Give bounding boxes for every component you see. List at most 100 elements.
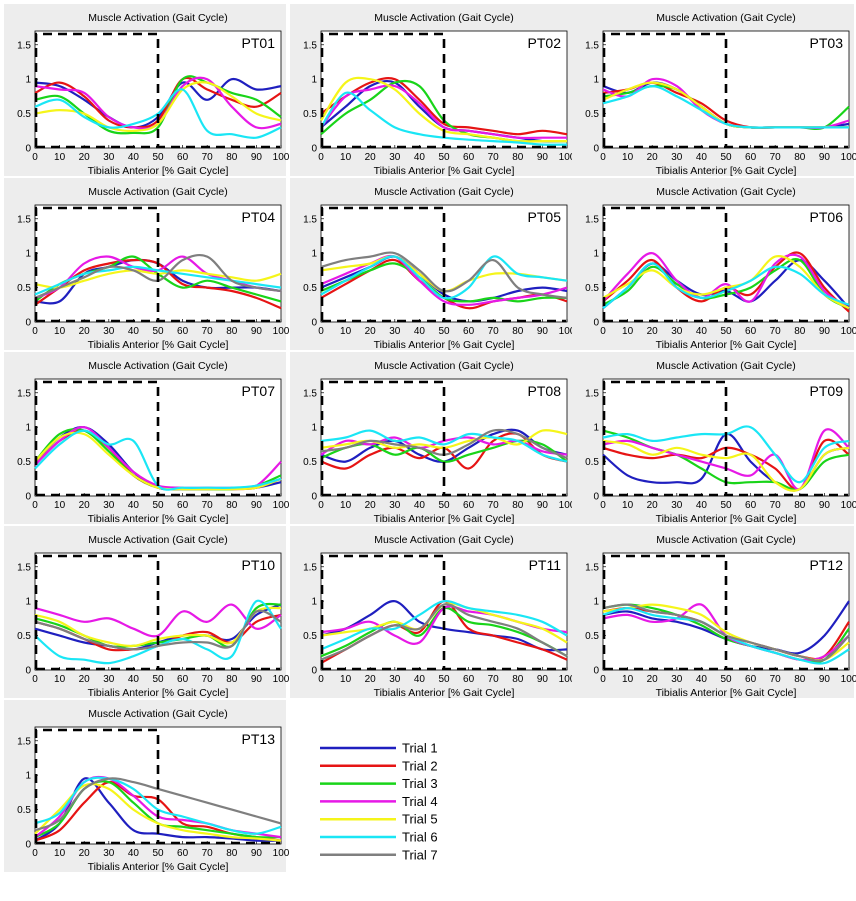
y-tick-label: 0 bbox=[311, 318, 317, 329]
x-tick-label: 50 bbox=[720, 326, 732, 337]
series-line-trial-5 bbox=[602, 439, 850, 492]
phase-box-stance bbox=[320, 32, 446, 147]
y-tick-label: 1 bbox=[311, 249, 317, 260]
x-axis-label: Tibialis Anterior [% Gait Cycle] bbox=[656, 513, 797, 525]
x-axis-label: Tibialis Anterior [% Gait Cycle] bbox=[88, 513, 229, 525]
y-tick-label: 1.5 bbox=[585, 214, 599, 225]
legend-item: Trial 6 bbox=[320, 830, 438, 845]
x-tick-label: 70 bbox=[202, 848, 214, 859]
panel-pt11: Muscle Activation (Gait Cycle)0 10 20 30 40 5… bbox=[290, 526, 576, 699]
x-tick-label: 70 bbox=[488, 500, 500, 511]
x-tick-label: 30 bbox=[103, 848, 115, 859]
panel-label: PT01 bbox=[242, 35, 276, 51]
panel-pt09: Muscle Activation (Gait Cycle)0 10 20 30 40 5… bbox=[572, 352, 856, 525]
panel-pt01: Muscle Activation (Gait Cycle)0 10 20 30 40 5… bbox=[4, 4, 290, 177]
series-line-trial-5 bbox=[602, 255, 850, 310]
x-tick-label: 40 bbox=[414, 500, 426, 511]
y-tick-label: 1 bbox=[25, 771, 31, 782]
x-tick-label: 60 bbox=[177, 500, 189, 511]
series-line-trial-6 bbox=[320, 599, 568, 651]
y-tick-label: 0.5 bbox=[585, 457, 599, 468]
x-tick-label: 80 bbox=[512, 674, 524, 685]
panel-label: PT05 bbox=[528, 209, 562, 225]
x-tick-label: 10 bbox=[54, 326, 66, 337]
y-tick-label: 0 bbox=[311, 666, 317, 677]
x-tick-label: 20 bbox=[365, 500, 377, 511]
y-tick-label: 0 bbox=[25, 840, 31, 851]
series-line-trial-4 bbox=[602, 252, 850, 310]
x-axis-label: Tibialis Anterior [% Gait Cycle] bbox=[88, 339, 229, 351]
x-tick-label: 40 bbox=[414, 152, 426, 163]
x-tick-label: 0 bbox=[318, 674, 324, 685]
x-tick-label: 0 bbox=[318, 152, 324, 163]
x-tick-label: 90 bbox=[819, 326, 831, 337]
x-tick-label: 40 bbox=[128, 848, 140, 859]
x-tick-label: 10 bbox=[340, 500, 352, 511]
panel-title: Muscle Activation (Gait Cycle) bbox=[374, 12, 513, 24]
x-tick-label: 0 bbox=[32, 500, 38, 511]
x-tick-label: 50 bbox=[720, 152, 732, 163]
legend-label: Trial 4 bbox=[402, 794, 438, 809]
panel-title: Muscle Activation (Gait Cycle) bbox=[374, 534, 513, 546]
plot-area bbox=[34, 378, 282, 497]
x-axis-label: Tibialis Anterior [% Gait Cycle] bbox=[374, 339, 515, 351]
x-tick-label: 80 bbox=[794, 152, 806, 163]
panel-label: PT11 bbox=[529, 557, 562, 573]
y-tick-label: 0.5 bbox=[17, 631, 31, 642]
x-tick-label: 40 bbox=[414, 674, 426, 685]
y-tick-label: 1 bbox=[593, 423, 599, 434]
panel-title: Muscle Activation (Gait Cycle) bbox=[88, 360, 227, 372]
series-line-trial-7 bbox=[320, 603, 568, 661]
x-tick-label: 80 bbox=[226, 674, 238, 685]
x-tick-label: 90 bbox=[537, 674, 549, 685]
panel-label: PT10 bbox=[242, 557, 276, 573]
panel-label: PT03 bbox=[810, 35, 844, 51]
x-tick-label: 60 bbox=[463, 500, 475, 511]
y-tick-label: 1.5 bbox=[303, 388, 317, 399]
x-tick-label: 20 bbox=[79, 326, 91, 337]
panel-label: PT13 bbox=[242, 731, 276, 747]
phase-box-stance bbox=[602, 206, 728, 321]
legend-item: Trial 1 bbox=[320, 741, 438, 756]
phase-box-stance bbox=[602, 32, 728, 147]
x-tick-label: 30 bbox=[103, 152, 115, 163]
legend-item: Trial 3 bbox=[320, 776, 438, 791]
x-tick-label: 50 bbox=[720, 674, 732, 685]
x-tick-label: 0 bbox=[600, 674, 606, 685]
x-tick-label: 10 bbox=[54, 500, 66, 511]
x-axis-label: Tibialis Anterior [% Gait Cycle] bbox=[656, 339, 797, 351]
x-tick-label: 60 bbox=[745, 674, 757, 685]
x-axis-label: Tibialis Anterior [% Gait Cycle] bbox=[656, 687, 797, 699]
y-tick-label: 1.5 bbox=[17, 214, 31, 225]
x-tick-label: 10 bbox=[622, 326, 634, 337]
series-line-trial-2 bbox=[320, 77, 568, 136]
x-tick-label: 10 bbox=[340, 152, 352, 163]
y-tick-label: 0.5 bbox=[303, 631, 317, 642]
y-tick-label: 0.5 bbox=[585, 109, 599, 120]
x-tick-label: 0 bbox=[318, 500, 324, 511]
series-line-trial-4 bbox=[320, 84, 567, 140]
x-tick-label: 10 bbox=[340, 326, 352, 337]
legend-item: Trial 7 bbox=[320, 847, 438, 862]
y-tick-label: 1.5 bbox=[303, 214, 317, 225]
x-tick-label: 20 bbox=[79, 500, 91, 511]
panel-title: Muscle Activation (Gait Cycle) bbox=[656, 12, 795, 24]
legend-item: Trial 5 bbox=[320, 812, 438, 827]
panel-title: Muscle Activation (Gait Cycle) bbox=[656, 360, 795, 372]
x-tick-label: 70 bbox=[202, 674, 214, 685]
x-tick-label: 10 bbox=[622, 674, 634, 685]
y-tick-label: 1 bbox=[311, 75, 317, 86]
x-tick-label: 10 bbox=[622, 500, 634, 511]
x-tick-label: 30 bbox=[671, 674, 683, 685]
x-tick-label: 20 bbox=[647, 674, 659, 685]
x-tick-label: 40 bbox=[128, 500, 140, 511]
x-tick-label: 0 bbox=[600, 500, 606, 511]
x-tick-label: 60 bbox=[463, 326, 475, 337]
x-tick-label: 90 bbox=[819, 500, 831, 511]
y-tick-label: 0.5 bbox=[17, 283, 31, 294]
x-tick-label: 90 bbox=[251, 152, 263, 163]
x-tick-label: 60 bbox=[745, 152, 757, 163]
panel-label: PT12 bbox=[810, 557, 844, 573]
series-line-trial-6 bbox=[34, 265, 282, 296]
